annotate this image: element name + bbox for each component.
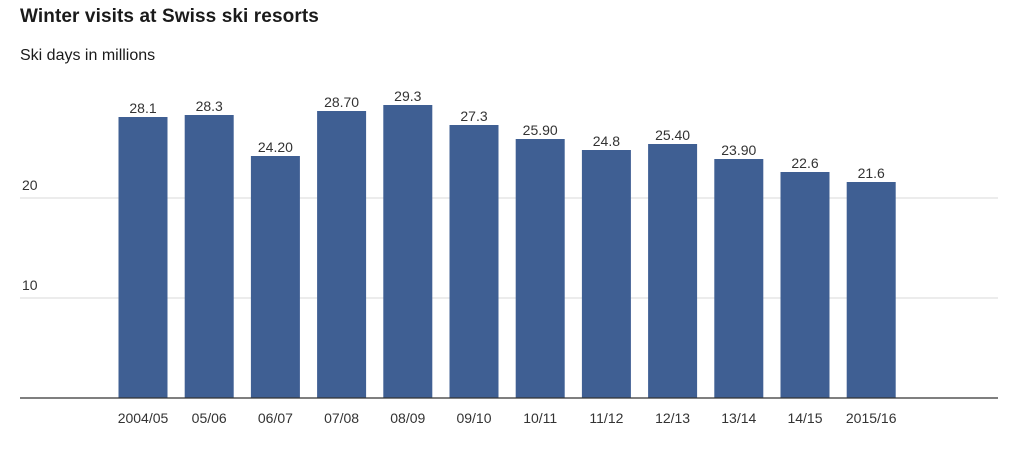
x-tick-label: 10/11 (523, 410, 557, 426)
chart-title: Winter visits at Swiss ski resorts (20, 6, 319, 27)
bar-value-label: 29.3 (394, 88, 421, 104)
bar (383, 105, 433, 398)
x-tick-label: 08/09 (390, 410, 425, 426)
y-tick-label: 10 (22, 277, 38, 293)
bar-value-label: 25.90 (523, 122, 558, 138)
bar (515, 139, 565, 398)
x-tick-label: 07/08 (324, 410, 359, 426)
bar (648, 144, 698, 398)
bar (714, 159, 764, 398)
x-tick-label: 05/06 (192, 410, 227, 426)
bar-value-label: 27.3 (460, 108, 487, 124)
bar (250, 156, 300, 398)
bar (184, 115, 234, 398)
bar-value-label: 28.70 (324, 94, 359, 110)
bar-value-label: 21.6 (858, 165, 885, 181)
x-tick-label: 14/15 (787, 410, 822, 426)
bar (118, 117, 168, 398)
x-tick-label: 2015/16 (846, 410, 897, 426)
bar-value-label: 24.8 (593, 133, 620, 149)
x-tick-label: 11/12 (589, 410, 623, 426)
bar-value-label: 23.90 (721, 142, 756, 158)
bar-value-label: 22.6 (791, 155, 818, 171)
bar (581, 150, 631, 398)
labels: 10 20 28.1 2004/05 28.3 05/06 24.20 06/07 28.70 0… (22, 88, 897, 426)
bars (118, 105, 896, 398)
bar (317, 111, 367, 398)
bar (449, 125, 499, 398)
x-tick-label: 06/07 (258, 410, 293, 426)
x-tick-label: 09/10 (456, 410, 491, 426)
chart-subtitle: Ski days in millions (20, 47, 156, 64)
bar-value-label: 28.1 (129, 100, 156, 116)
bar-value-label: 24.20 (258, 139, 293, 155)
x-tick-label: 13/14 (721, 410, 756, 426)
bar-value-label: 28.3 (196, 98, 223, 114)
gridlines (20, 197, 998, 299)
x-tick-label: 2004/05 (118, 410, 169, 426)
x-tick-label: 12/13 (655, 410, 690, 426)
bar (780, 172, 830, 398)
bar (846, 182, 896, 398)
y-tick-label: 20 (22, 177, 38, 193)
bar-value-label: 25.40 (655, 127, 690, 143)
